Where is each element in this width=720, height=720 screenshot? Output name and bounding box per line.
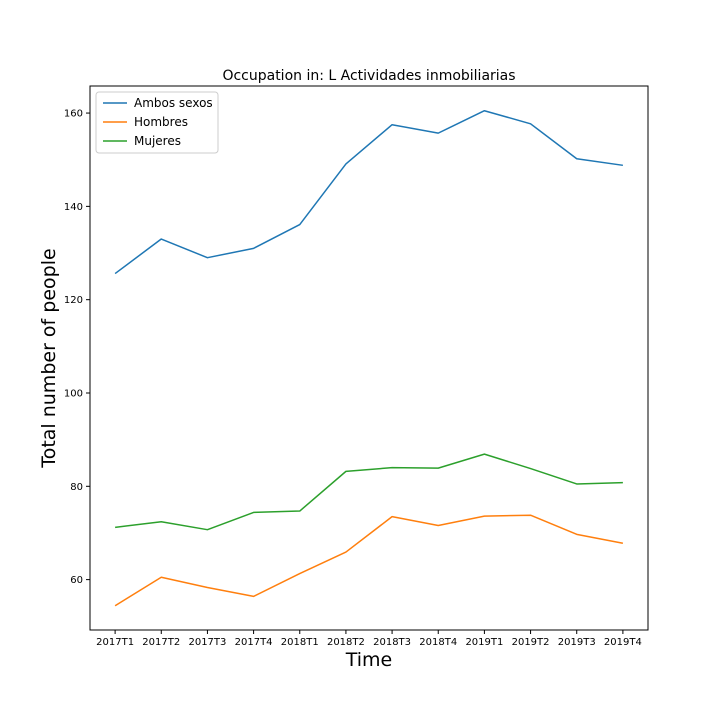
- x-tick-label: 2017T1: [96, 637, 134, 648]
- legend-box: [95, 91, 219, 154]
- legend-entry-label: Hombres: [134, 115, 188, 129]
- x-tick-label: 2018T4: [419, 637, 457, 648]
- y-tick-label: 60: [70, 575, 83, 586]
- x-tick-label: 2019T1: [465, 637, 503, 648]
- series-line-ambos-sexos: [114, 109, 623, 275]
- x-tick-label: 2019T3: [558, 637, 596, 648]
- legend: Ambos sexos Hombres Mujeres: [95, 91, 219, 154]
- x-tick-label: 2017T2: [142, 637, 180, 648]
- y-tick-label: 160: [64, 109, 83, 120]
- series-line-mujeres: [115, 453, 623, 531]
- x-axis-ticks: 2017T1 2017T2 2017T3 2017T4 2018T1 2018T2 2018…: [96, 630, 642, 648]
- y-axis-label: Total number of people: [38, 248, 60, 468]
- series-line-hombres: [114, 514, 624, 607]
- legend-entry-label: Mujeres: [134, 134, 181, 148]
- x-tick-label: 2018T2: [327, 637, 365, 648]
- x-tick-label: 2018T3: [373, 637, 411, 648]
- legend-entry-label: Ambos sexos: [134, 96, 213, 110]
- x-tick-label: 2018T1: [281, 637, 319, 648]
- chart-title: Occupation in: L Actividades inmobiliari…: [222, 68, 515, 84]
- x-tick-label: 2017T4: [235, 637, 273, 648]
- x-tick-label: 2017T3: [188, 637, 226, 648]
- y-tick-label: 80: [70, 482, 83, 493]
- x-axis-label: Time: [345, 649, 393, 671]
- x-tick-label: 2019T4: [604, 637, 642, 648]
- y-tick-label: 100: [64, 388, 83, 399]
- y-tick-label: 120: [64, 295, 83, 306]
- y-axis-ticks: 60 80 100 120 140 160: [64, 109, 90, 586]
- plot-frame: [89, 85, 649, 631]
- series-lines: [114, 109, 624, 607]
- y-tick-label: 140: [64, 202, 83, 213]
- x-tick-label: 2019T2: [512, 637, 550, 648]
